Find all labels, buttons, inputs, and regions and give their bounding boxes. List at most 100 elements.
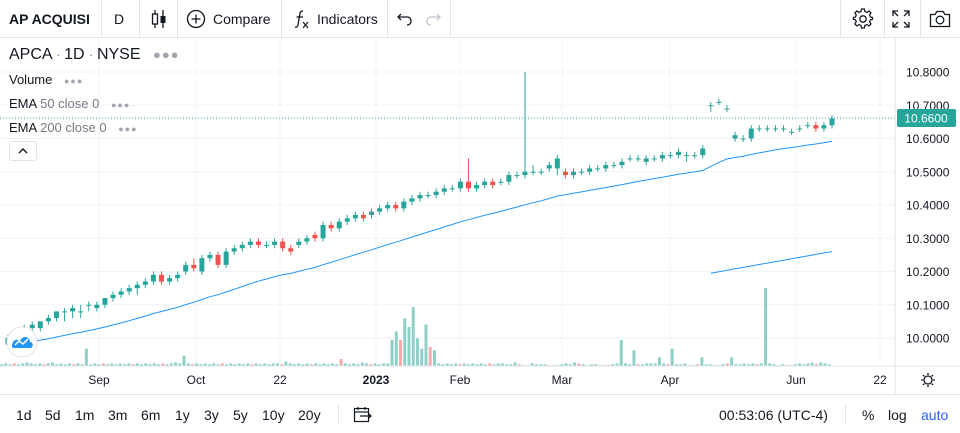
camera-icon[interactable] <box>929 10 951 28</box>
volume-bar <box>165 364 169 366</box>
volume-bar <box>394 331 398 366</box>
candle-body <box>627 158 633 160</box>
range-5d-button[interactable]: 5d <box>45 407 61 423</box>
toolbar-divider <box>101 0 102 38</box>
candles <box>5 72 835 345</box>
undo-icon[interactable] <box>396 11 414 27</box>
legend-volume-row[interactable]: Volume ●●● <box>9 72 83 87</box>
more-icon[interactable]: ●●● <box>152 47 180 62</box>
chevron-up-icon <box>18 148 28 154</box>
volume-bar <box>38 363 42 366</box>
legend-ema200-row[interactable]: EMA 200 close 0 ●●● <box>9 120 138 135</box>
chart-pane[interactable]: 10.8000 10.7000 10.6000 10.5000 10.4000 10.30… <box>0 38 960 394</box>
log-toggle[interactable]: log <box>888 407 907 423</box>
price-tick-label: 10.0000 <box>906 332 950 346</box>
redo-icon[interactable] <box>424 11 442 27</box>
date-range-icon[interactable] <box>353 406 372 423</box>
candle-body <box>175 274 181 279</box>
range-1y-button[interactable]: 1y <box>175 407 190 423</box>
auto-toggle[interactable]: auto <box>921 407 949 423</box>
range-3m-button[interactable]: 3m <box>108 407 128 423</box>
gear-icon[interactable] <box>852 8 874 30</box>
candlestick-icon[interactable] <box>149 8 169 30</box>
volume-bar <box>182 355 186 366</box>
volume-bar <box>246 363 250 366</box>
volume-bar <box>178 363 182 366</box>
candle-body <box>417 195 423 199</box>
clock[interactable]: 00:53:06 (UTC-4) <box>719 407 828 423</box>
volume-bar <box>747 364 751 366</box>
volume-bar <box>764 288 768 366</box>
volume-bar <box>454 363 458 366</box>
volume-bar <box>280 364 284 366</box>
range-1m-button[interactable]: 1m <box>75 407 95 423</box>
range-20y-button[interactable]: 20y <box>298 407 321 423</box>
percent-toggle[interactable]: % <box>862 407 875 423</box>
volume-bar <box>343 363 347 366</box>
volume-bar <box>191 364 194 366</box>
candle-body <box>288 248 294 252</box>
volume-bar <box>16 364 20 366</box>
range-1d-button[interactable]: 1d <box>16 407 32 423</box>
range-5y-button[interactable]: 5y <box>233 407 248 423</box>
more-icon[interactable]: ●●● <box>64 76 84 86</box>
volume-bar <box>339 359 343 366</box>
toolbar-divider <box>139 0 140 38</box>
volume-bar <box>615 363 619 366</box>
indicators-label: Indicators <box>317 11 378 27</box>
candle-body <box>231 248 237 252</box>
volume-bar <box>810 362 814 366</box>
legend-symbol[interactable]: APCA <box>9 46 52 63</box>
volume-bar <box>275 363 279 366</box>
volume-bar <box>539 364 543 366</box>
candle-body <box>280 241 286 249</box>
candle-body <box>393 205 399 209</box>
volume-bar <box>662 363 666 366</box>
volume-bar <box>479 363 483 366</box>
volume-bar <box>827 364 831 366</box>
volume-bar <box>645 363 649 366</box>
time-axis[interactable]: Sep Oct 22 2023 Feb Mar Apr Jun 22 <box>88 373 887 387</box>
volume-bar <box>759 363 763 366</box>
more-icon[interactable]: ●●● <box>110 100 131 110</box>
volume-bar <box>46 363 50 366</box>
collapse-legend-button[interactable] <box>9 141 37 161</box>
legend-ema50-row[interactable]: EMA 50 close 0 ●●● <box>9 96 130 111</box>
price-chart[interactable]: 10.800010.700010.600010.500010.400010.30… <box>0 38 960 394</box>
volume-bar <box>815 364 818 366</box>
volume-bar <box>263 363 267 366</box>
candle-body <box>255 241 261 245</box>
volume-bar <box>611 364 615 366</box>
volume-bar <box>284 361 288 366</box>
candle-body <box>328 224 334 229</box>
time-tick-label: Feb <box>450 373 471 387</box>
candle-body <box>764 128 770 130</box>
volume-bar <box>135 363 139 366</box>
candle-body <box>595 168 601 170</box>
volume-bar <box>640 364 644 366</box>
candle-body <box>805 125 811 127</box>
volume-bar <box>594 364 598 366</box>
price-axis[interactable]: 10.800010.700010.600010.500010.400010.30… <box>906 66 950 346</box>
volume-bar <box>199 364 203 366</box>
range-6m-button[interactable]: 6m <box>141 407 161 423</box>
fullscreen-icon[interactable] <box>892 10 910 28</box>
legend-exchange: NYSE <box>96 46 141 63</box>
chart-settings-icon[interactable] <box>921 373 935 387</box>
candle-body <box>619 161 625 166</box>
range-3y-button[interactable]: 3y <box>204 407 219 423</box>
volume-bar <box>356 364 360 366</box>
candle-body <box>53 311 59 319</box>
volume-bar <box>33 364 37 366</box>
candle-body <box>724 108 730 110</box>
more-icon[interactable]: ●●● <box>118 124 138 134</box>
volume-bar <box>233 364 237 366</box>
symbol-search[interactable]: AP ACQUISI <box>9 11 90 27</box>
interval-button[interactable]: D <box>114 11 125 27</box>
range-10y-button[interactable]: 10y <box>262 407 285 423</box>
candle-body <box>474 185 480 189</box>
function-icon <box>294 10 309 29</box>
candle-body <box>126 288 132 292</box>
candle-body <box>296 241 302 245</box>
volume-bar <box>424 324 428 366</box>
